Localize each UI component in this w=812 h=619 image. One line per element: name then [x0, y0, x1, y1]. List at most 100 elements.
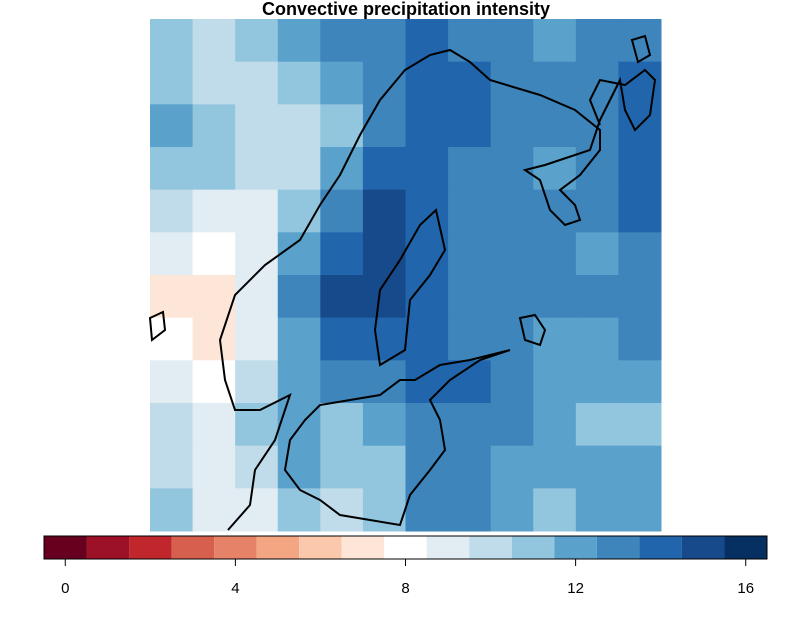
heat-cell: [192, 19, 236, 63]
heat-cell: [490, 104, 534, 148]
heat-cell: [490, 189, 534, 233]
heat-cell: [150, 360, 194, 404]
heat-cell: [618, 445, 662, 489]
heat-cell: [618, 403, 662, 447]
heat-cell: [320, 61, 364, 105]
heat-cell: [150, 232, 194, 276]
colorbar-box: [511, 536, 555, 559]
heat-cell: [618, 275, 662, 319]
heat-cell: [277, 488, 321, 532]
heat-cell: [235, 275, 279, 319]
heat-cell: [618, 317, 662, 361]
heat-cell: [533, 403, 577, 447]
heat-cell: [362, 189, 406, 233]
heat-cell: [235, 360, 279, 404]
colorbar-box: [596, 536, 640, 559]
colorbar-box: [384, 536, 427, 559]
heat-cell: [320, 189, 364, 233]
heat-cell: [575, 275, 619, 319]
heat-cell: [405, 61, 449, 105]
colorbar-box: [171, 536, 215, 559]
colorbar-box: [639, 536, 682, 559]
heat-cell: [490, 403, 534, 447]
heat-cell: [618, 360, 662, 404]
heat-cell: [533, 104, 577, 148]
tick-label: 8: [401, 580, 409, 597]
heat-cell: [448, 317, 492, 361]
heat-cell: [448, 488, 492, 532]
heat-cell: [192, 275, 236, 319]
heat-cell: [405, 360, 449, 404]
coastline: [148, 34, 657, 531]
heat-cell: [618, 488, 662, 532]
heat-cell: [533, 275, 577, 319]
heat-cell: [618, 189, 662, 233]
tick-label: 16: [737, 580, 754, 597]
heat-cell: [150, 317, 194, 361]
heat-cell: [490, 61, 534, 105]
heat-cell: [490, 445, 534, 489]
heat-cell: [150, 488, 194, 532]
colorbar-box: [86, 536, 130, 559]
colorbar-box: [44, 536, 87, 559]
heat-cell: [150, 189, 194, 233]
heat-cell: [618, 232, 662, 276]
heat-cell: [533, 19, 577, 63]
heat-cell: [490, 232, 534, 276]
heat-cell: [235, 232, 279, 276]
heat-cell: [362, 147, 406, 191]
heat-cell: [362, 403, 406, 447]
heat-cell: [533, 488, 577, 532]
heat-cell: [320, 19, 364, 63]
heat-cell: [192, 445, 236, 489]
heat-cell: [277, 445, 321, 489]
heat-cell: [362, 19, 406, 63]
heat-cell: [150, 147, 194, 191]
heat-cell: [235, 189, 279, 233]
heat-cell: [618, 147, 662, 191]
heat-cell: [235, 19, 279, 63]
heat-cell: [235, 104, 279, 148]
heat-cell: [277, 19, 321, 63]
heat-cell: [490, 275, 534, 319]
heat-cell: [405, 189, 449, 233]
heat-cell: [320, 317, 364, 361]
tick-label: 12: [567, 580, 584, 597]
heat-cell: [533, 232, 577, 276]
heat-cell: [533, 445, 577, 489]
colorbar-box: [214, 536, 257, 559]
heat-cell: [362, 232, 406, 276]
colorbar-box: [426, 536, 470, 559]
heat-cell: [448, 445, 492, 489]
colorbar-box: [554, 536, 597, 559]
heat-cell: [192, 360, 236, 404]
heat-cell: [277, 232, 321, 276]
heat-cell: [533, 189, 577, 233]
heat-cell: [192, 488, 236, 532]
tick-label: 0: [61, 580, 69, 597]
heat-cell: [192, 147, 236, 191]
heat-cell: [192, 189, 236, 233]
heat-cell: [277, 275, 321, 319]
heat-cell: [490, 488, 534, 532]
heat-cell: [277, 189, 321, 233]
heat-cell: [575, 189, 619, 233]
heat-cell: [575, 19, 619, 63]
heat-cell: [192, 104, 236, 148]
heat-cell: [192, 232, 236, 276]
heat-cell: [277, 147, 321, 191]
heat-cell: [575, 317, 619, 361]
heat-cell: [448, 275, 492, 319]
tick-label: 4: [231, 580, 239, 597]
heat-cell: [405, 403, 449, 447]
heat-cell: [448, 189, 492, 233]
heat-cell: [235, 488, 279, 532]
heat-cell: [320, 275, 364, 319]
colorbar-box: [724, 536, 767, 559]
heat-cell: [192, 61, 236, 105]
colorbar-box: [129, 536, 172, 559]
colorbar: 0 4 8 12 16: [43, 535, 768, 597]
heat-cell: [150, 104, 194, 148]
heat-cell: [320, 403, 364, 447]
